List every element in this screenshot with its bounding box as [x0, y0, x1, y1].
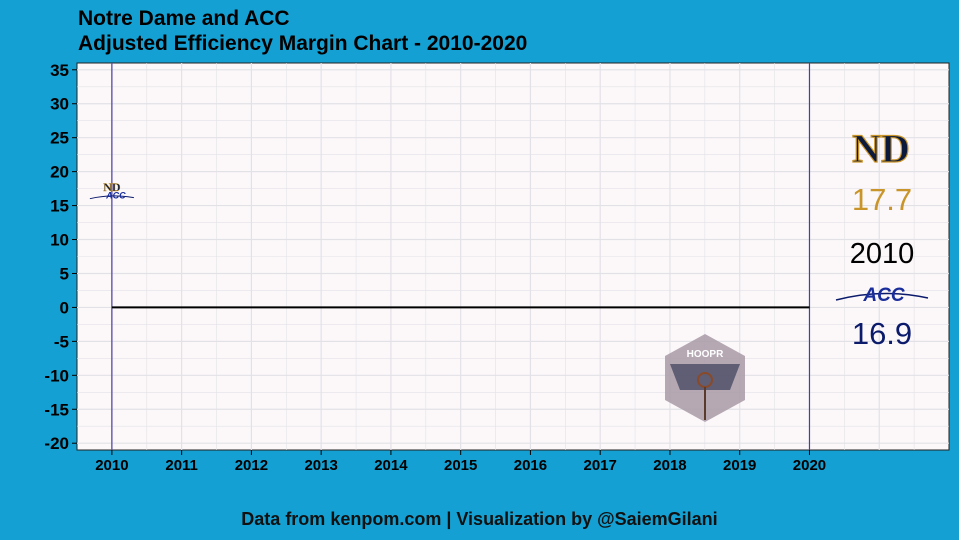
y-tick-label: -20: [44, 434, 69, 453]
x-tick-label: 2016: [514, 457, 547, 474]
notre-dame-logo: ND: [852, 125, 911, 170]
y-axis: 35 30 25 20 15 10 5 0 -5 -10 -15 -20: [44, 61, 77, 453]
y-tick-label: -15: [44, 400, 69, 419]
acc-value: 16.9: [851, 316, 913, 351]
acc-logo: ACC: [835, 285, 929, 306]
nd-value: 17.7: [851, 182, 913, 217]
hoopr-watermark: HOOPR: [665, 334, 745, 422]
grid-layer: [77, 63, 949, 450]
watermark-court: [670, 364, 740, 390]
x-tick-label: 2019: [723, 457, 756, 474]
nd-data-point: ND: [103, 180, 121, 194]
y-tick-label: 25: [50, 129, 69, 148]
x-tick-label: 2013: [304, 457, 337, 474]
y-tick-label: 20: [50, 163, 69, 182]
y-tick-label: 0: [60, 298, 69, 317]
x-tick-label: 2012: [235, 457, 268, 474]
y-tick-label: -5: [54, 332, 69, 351]
x-tick-label: 2015: [444, 457, 477, 474]
x-tick-label: 2017: [584, 457, 617, 474]
footer-credit: Data from kenpom.com | Visualization by …: [241, 509, 718, 529]
x-tick-label: 2020: [793, 457, 826, 474]
y-tick-label: 5: [60, 264, 69, 283]
title-line-1: Notre Dame and ACC: [78, 7, 290, 30]
nd-logo-text: ND: [852, 126, 910, 170]
chart-title: Notre Dame and ACC Adjusted Efficiency M…: [78, 6, 527, 56]
watermark-label: HOOPR: [687, 349, 724, 360]
acc-logo-text: ACC: [862, 285, 904, 306]
acc-data-point: ACC: [105, 191, 126, 201]
y-tick-label: -10: [44, 366, 69, 385]
x-axis: 2010 2011 2012 2013 2014 2015 2016 2017 2018 2019…: [95, 450, 826, 474]
y-tick-label: 30: [50, 95, 69, 114]
acc-logo-swoosh: [835, 292, 929, 301]
x-tick-label: 2010: [95, 457, 128, 474]
year-value: 2010: [849, 238, 915, 270]
x-tick-label: 2011: [165, 457, 198, 474]
acc-data-point-swoosh: [89, 195, 134, 200]
reference-lines: [111, 63, 811, 450]
y-tick-label: 10: [50, 231, 69, 250]
x-tick-label: 2018: [653, 457, 686, 474]
y-tick-label: 15: [50, 197, 69, 216]
y-tick-label: 35: [50, 61, 69, 80]
x-tick-label: 2014: [374, 457, 408, 474]
title-line-2: Adjusted Efficiency Margin Chart - 2010-…: [78, 32, 528, 55]
